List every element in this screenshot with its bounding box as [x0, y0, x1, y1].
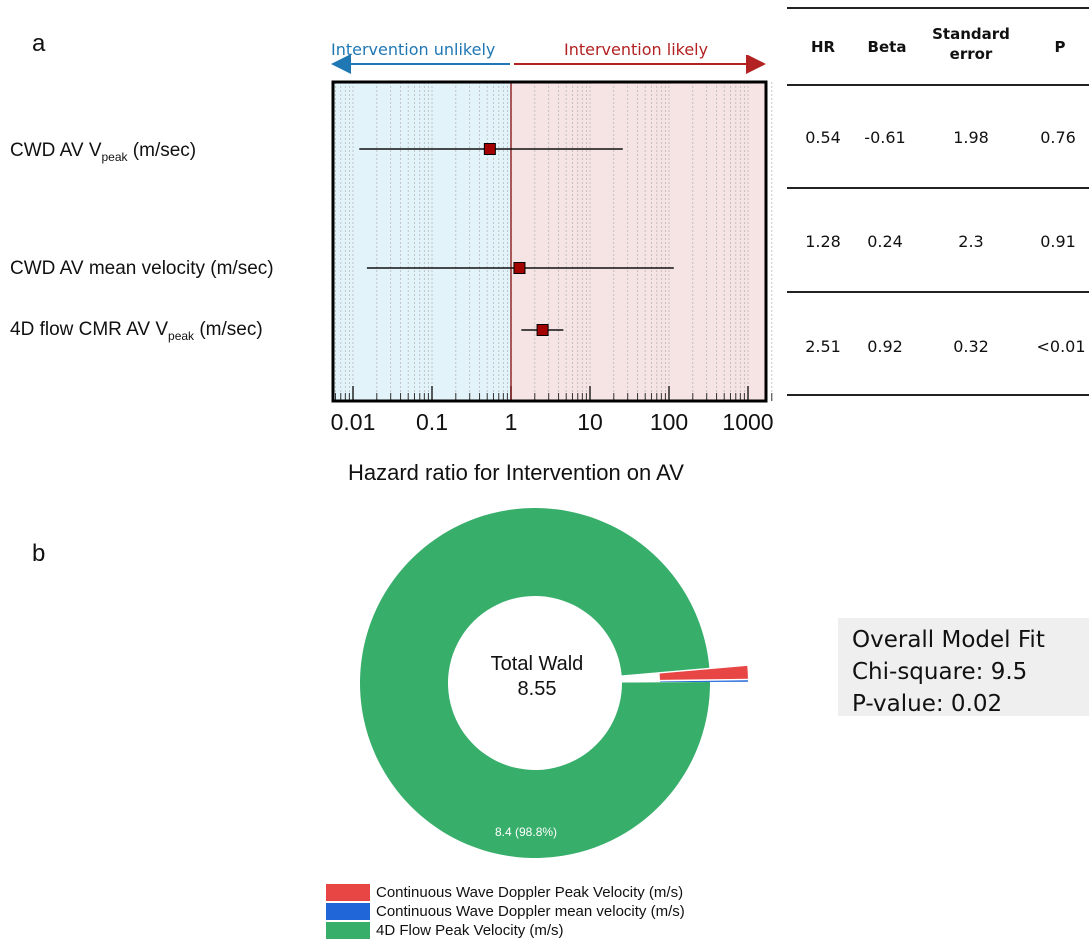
table-cell-beta: 0.24 — [867, 232, 903, 251]
unlikely-region — [333, 82, 511, 401]
x-tick-label: 1 — [504, 409, 518, 435]
table-cell-p: <0.01 — [1036, 337, 1086, 356]
x-tick-label: 100 — [649, 409, 689, 435]
hr-markers — [483, 143, 549, 336]
donut-legend: Continuous Wave Doppler Peak Velocity (m… — [326, 883, 685, 940]
legend-swatch — [326, 903, 370, 920]
likely-region — [511, 82, 766, 401]
forest-plot — [331, 55, 773, 403]
table-row-rule — [787, 291, 1089, 293]
table-header-standard-error: Standard error — [932, 25, 1010, 63]
row-label-cwd-mean: CWD AV mean velocity (m/sec) — [10, 258, 274, 279]
hr-marker — [513, 262, 526, 274]
model-fit-title: Overall Model Fit — [852, 627, 1045, 653]
x-tick-label: 1000 — [722, 409, 774, 435]
table-header-beta: Beta — [867, 38, 907, 56]
table-cell-p: 0.76 — [1040, 128, 1076, 147]
donut-center-value: 8.55 — [517, 678, 557, 700]
x-tick-label: 0.01 — [330, 409, 376, 435]
legend-label: Continuous Wave Doppler Peak Velocity (m… — [376, 884, 684, 901]
x-tick-label: 10 — [577, 409, 603, 435]
table-cell-beta: 0.92 — [867, 337, 903, 356]
donut-slices — [360, 508, 748, 859]
donut-chart — [360, 508, 748, 859]
donut-slice — [360, 508, 710, 859]
table-cell-beta: -0.61 — [864, 128, 906, 147]
legend-swatch — [326, 922, 370, 939]
model-fit-chi-square: Chi-square: 9.5 — [852, 659, 1028, 685]
table-cell-hr: 1.28 — [805, 232, 841, 251]
x-tick-label: 0.1 — [416, 409, 448, 435]
legend-item: 4D Flow Peak Velocity (m/s) — [326, 921, 685, 940]
donut-slice-annotation: 8.4 (98.8%) — [495, 825, 558, 839]
table-cell-p: 0.91 — [1040, 232, 1076, 251]
table-row-rule — [787, 187, 1089, 189]
legend-item: Continuous Wave Doppler mean velocity (m… — [326, 902, 685, 921]
table-header-rule — [787, 84, 1089, 86]
donut-slice — [659, 680, 748, 683]
intervention-unlikely-label: Intervention unlikely — [331, 40, 496, 59]
table-header-hr: HR — [810, 38, 836, 56]
hr-marker — [536, 324, 549, 336]
table-header-p: P — [1054, 38, 1066, 56]
model-fit-box: Overall Model Fit Chi-square: 9.5 P-valu… — [838, 618, 1089, 717]
table-cell-hr: 2.51 — [805, 337, 841, 356]
table-top-rule — [787, 7, 1089, 9]
table-cell-standard-error: 2.3 — [958, 232, 984, 251]
donut-slice — [659, 665, 748, 680]
table-cell-standard-error: 0.32 — [953, 337, 989, 356]
x-axis-label: Hazard ratio for Intervention on AV — [348, 460, 684, 485]
legend-label: 4D Flow Peak Velocity (m/s) — [376, 922, 564, 939]
panel-label-a: a — [32, 30, 46, 57]
intervention-likely-label: Intervention likely — [564, 40, 709, 59]
plot-frame — [331, 80, 768, 403]
row-label-cwd-peak: CWD AV Vpeak (m/sec) — [10, 140, 197, 164]
table-bottom-rule — [787, 394, 1089, 396]
minor-gridlines — [335, 82, 773, 401]
table-cell-standard-error: 1.98 — [953, 128, 989, 147]
table-cell-hr: 0.54 — [805, 128, 841, 147]
legend-swatch — [326, 884, 370, 901]
legend-item: Continuous Wave Doppler Peak Velocity (m… — [326, 883, 685, 902]
panel-label-b: b — [32, 540, 46, 567]
row-label-4d-flow-peak: 4D flow CMR AV Vpeak (m/sec) — [10, 319, 263, 343]
donut-center-label: Total Wald 8.55 — [477, 652, 597, 702]
donut-center-title: Total Wald — [490, 653, 584, 675]
model-fit-p-value: P-value: 0.02 — [852, 691, 1003, 717]
legend-label: Continuous Wave Doppler mean velocity (m… — [376, 903, 685, 920]
hr-marker — [483, 143, 496, 155]
